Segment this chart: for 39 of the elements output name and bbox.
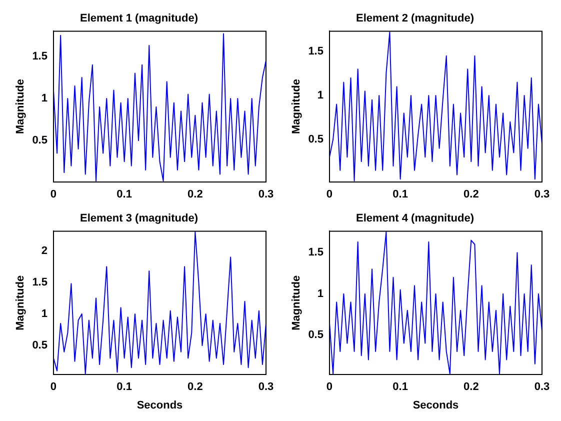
chart-title: Element 1 (magnitude) [80, 12, 198, 25]
y-tick-label: 1 [317, 90, 324, 102]
y-axis-title: Magnitude [290, 79, 303, 134]
x-axis-title: Seconds [412, 399, 459, 412]
y-tick-label: 1.5 [32, 276, 48, 288]
x-tick-label: 0.1 [116, 381, 132, 394]
x-tick-label: 0.1 [392, 188, 408, 200]
x-tick-label: 0.3 [258, 188, 274, 200]
x-tick-label: 0 [326, 381, 333, 394]
y-axis-title: Magnitude [290, 275, 303, 330]
y-tick-label: 1.5 [308, 246, 324, 259]
x-tick-label: 0.1 [116, 188, 132, 200]
chart-title: Element 4 (magnitude) [356, 212, 474, 225]
y-tick-label: 2 [41, 244, 48, 257]
y-axis-title: Magnitude [14, 275, 27, 330]
x-tick-label: 0.2 [464, 381, 479, 394]
x-tick-label: 0.2 [464, 188, 479, 200]
chart-title: Element 3 (magnitude) [80, 212, 198, 225]
x-tick-label: 0 [50, 381, 57, 394]
y-tick-label: 1 [41, 92, 48, 105]
chart-title: Element 2 (magnitude) [356, 12, 474, 25]
y-tick-label: 0.5 [308, 329, 324, 342]
x-axis-title: Seconds [136, 399, 183, 412]
y-axis-title: Magnitude [14, 79, 27, 134]
x-tick-label: 0.3 [258, 381, 274, 394]
y-tick-label: 0.5 [32, 134, 48, 147]
x-tick-label: 0.1 [392, 381, 408, 394]
y-tick-label: 0.5 [308, 134, 324, 146]
x-tick-label: 0.3 [534, 381, 550, 394]
x-tick-label: 0.2 [188, 381, 203, 394]
y-tick-label: 1 [41, 308, 48, 320]
y-tick-label: 1.5 [32, 50, 48, 62]
x-tick-label: 0 [50, 188, 57, 200]
y-tick-label: 1.5 [308, 45, 324, 58]
x-tick-label: 0.3 [534, 188, 550, 200]
x-tick-label: 0.2 [188, 188, 203, 200]
x-tick-label: 0 [326, 188, 333, 200]
y-tick-label: 0.5 [32, 340, 48, 352]
y-tick-label: 1 [317, 288, 324, 300]
